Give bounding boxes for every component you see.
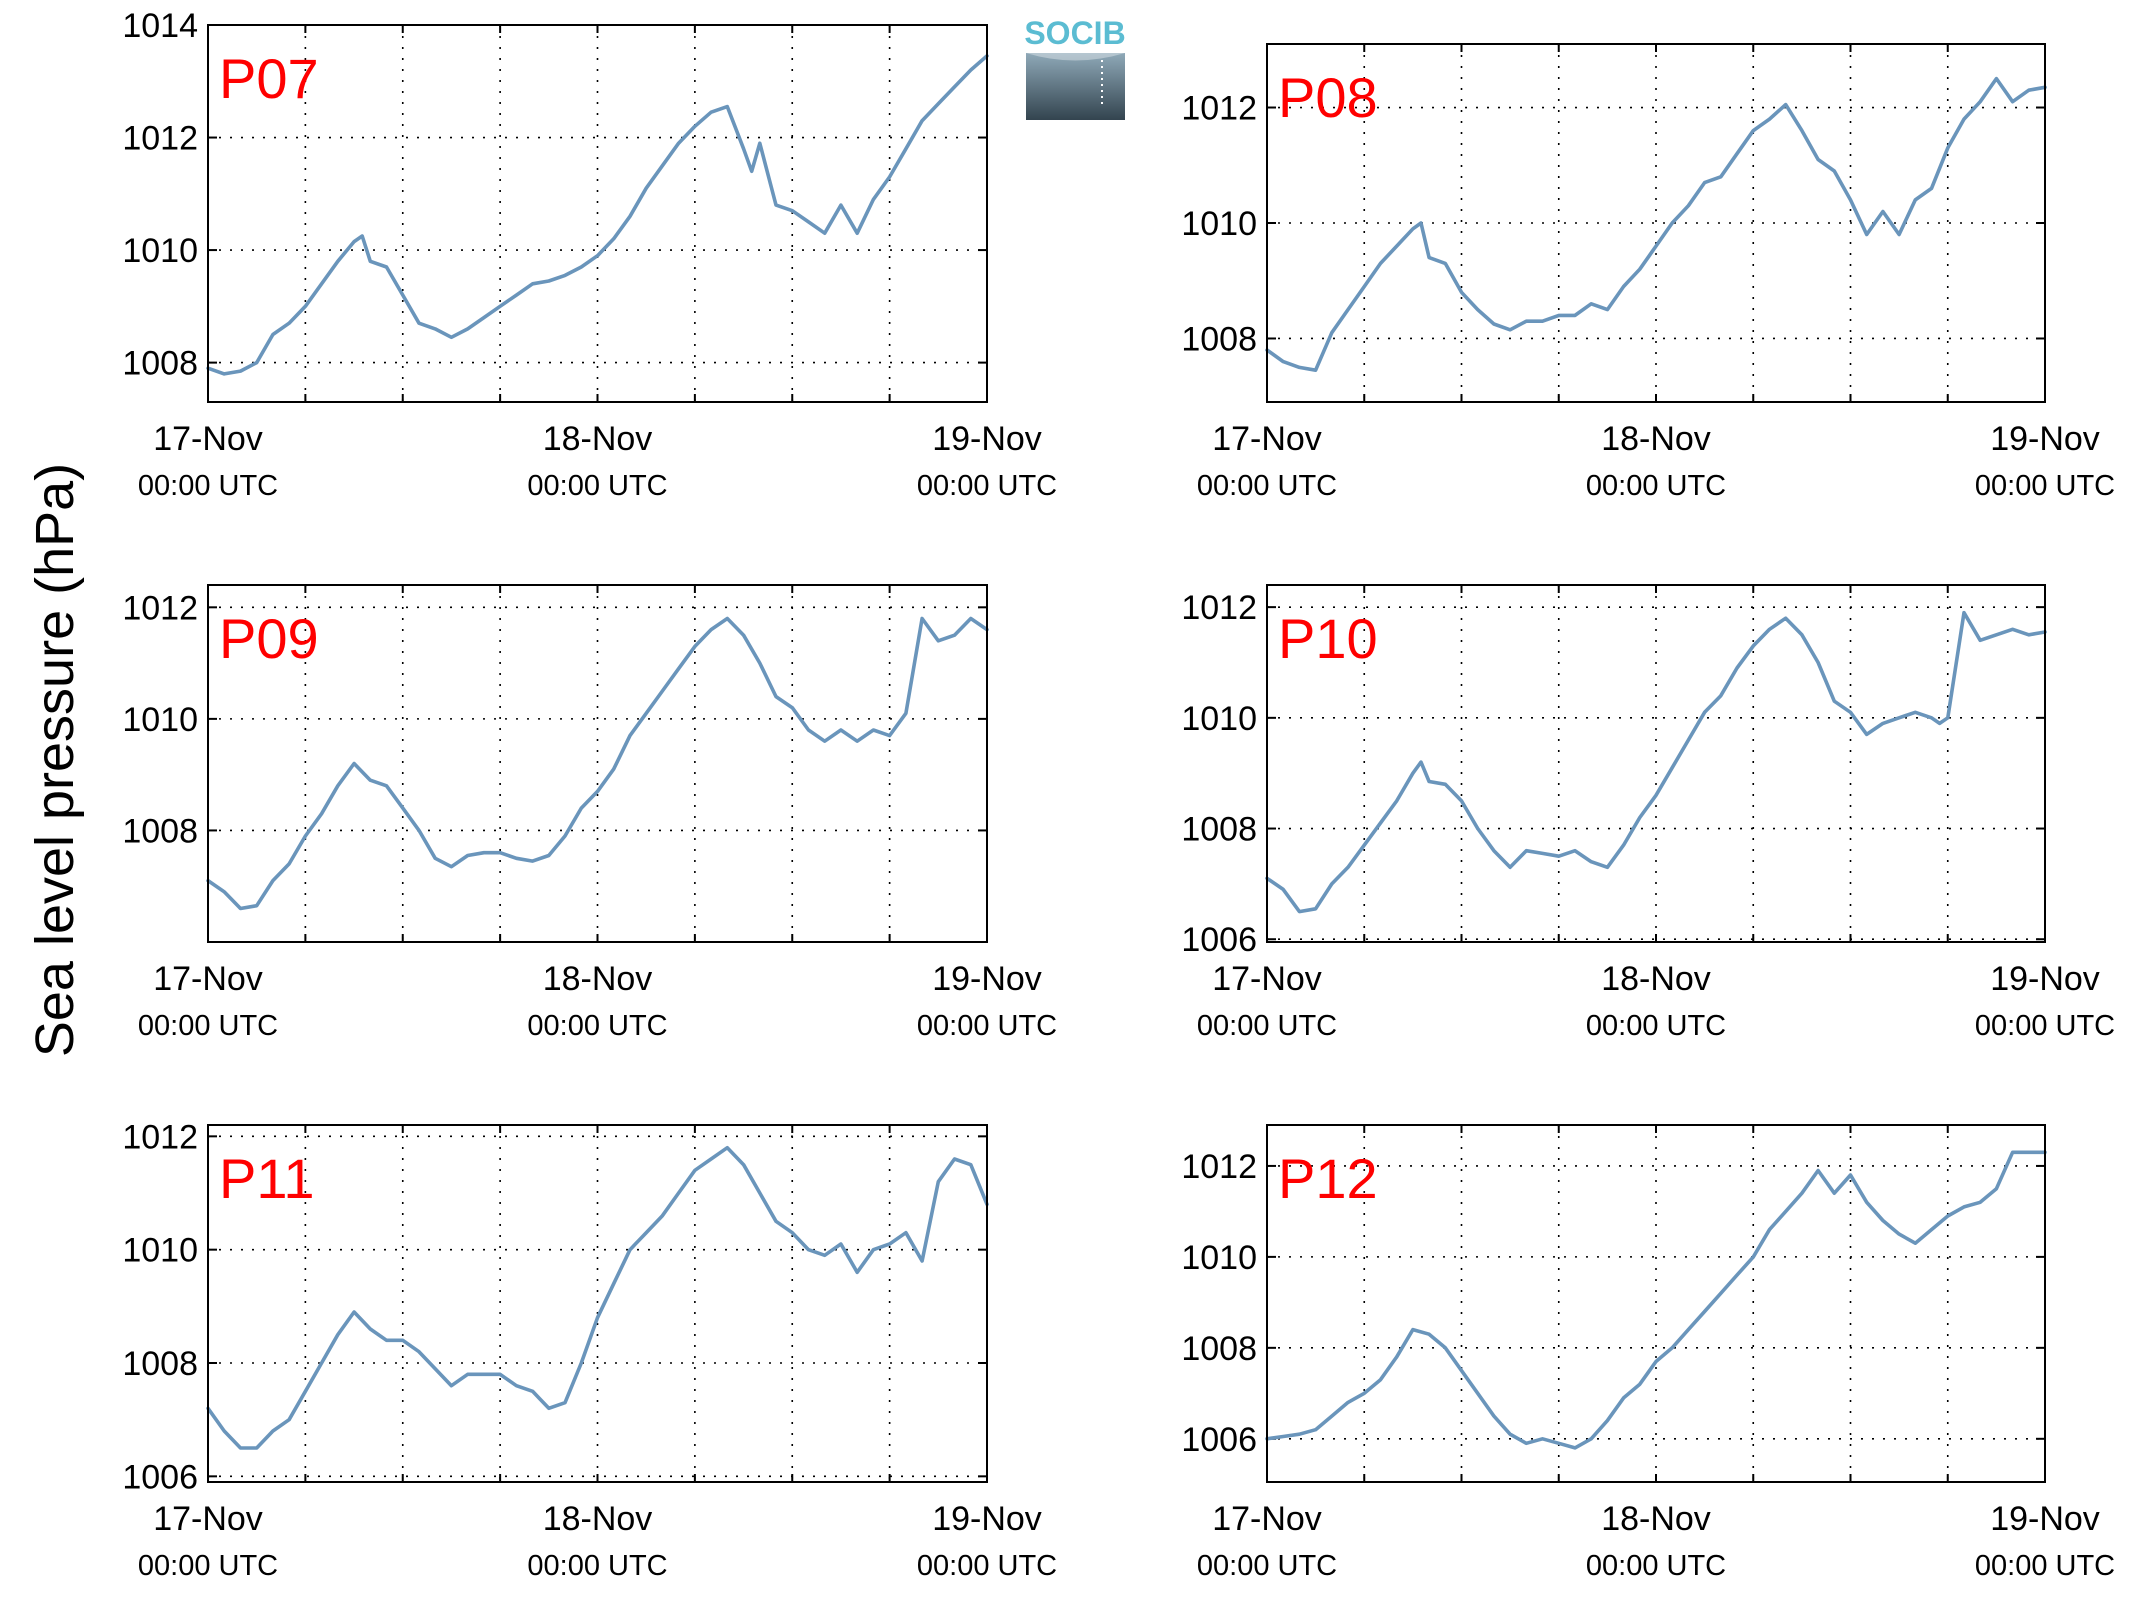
y-tick-label: 1008	[1181, 811, 1257, 849]
x-tick-label-day: 19-Nov	[932, 1500, 1042, 1538]
y-tick-label: 1010	[122, 1232, 198, 1270]
pressure-series-line	[1265, 1150, 2047, 1450]
panel-title: P08	[1278, 66, 1378, 129]
plot-frame	[1266, 43, 2046, 403]
pressure-series-line	[206, 1145, 989, 1450]
x-tick-label-day: 18-Nov	[1601, 420, 1711, 458]
pressure-series-line	[206, 54, 989, 376]
panel-title: P12	[1278, 1147, 1378, 1210]
chart-panel: 1008 1010 1012 17-Nov 00:00 UTC 18-Nov 00:00 U…	[122, 584, 1057, 1042]
plot-frame	[1266, 584, 2046, 943]
y-tick-label: 1012	[122, 1118, 198, 1156]
x-tick-label-day: 18-Nov	[1601, 1500, 1711, 1538]
socib-logo: SOCIB	[1024, 15, 1126, 120]
y-tick-label: 1008	[1181, 320, 1257, 358]
x-tick-label-time: 00:00 UTC	[1197, 1010, 1337, 1042]
x-tick-label-time: 00:00 UTC	[138, 1550, 278, 1582]
x-tick-label-day: 18-Nov	[543, 960, 653, 998]
x-tick-label-time: 00:00 UTC	[1586, 1010, 1726, 1042]
y-tick-label: 1012	[1181, 90, 1257, 128]
pressure-series-line	[206, 616, 989, 911]
y-tick-label: 1006	[1181, 921, 1257, 959]
panel-title: P07	[219, 47, 319, 110]
panel-title: P10	[1278, 607, 1378, 670]
chart-panel: 1006 1008 1010 1012 17-Nov 00:00 UTC 18-Nov 00:…	[1181, 584, 2115, 1042]
chart-panel: 1008 1010 1012 17-Nov 00:00 UTC 18-Nov 00:00 U…	[1181, 43, 2115, 502]
y-tick-label: 1006	[1181, 1421, 1257, 1459]
x-tick-label-time: 00:00 UTC	[917, 1010, 1057, 1042]
x-tick-label-time: 00:00 UTC	[527, 470, 667, 502]
x-tick-label-day: 19-Nov	[1990, 960, 2100, 998]
y-tick-label: 1010	[1181, 205, 1257, 243]
x-tick-label-time: 00:00 UTC	[1975, 1010, 2115, 1042]
plot-frame	[207, 584, 988, 943]
x-tick-label-day: 17-Nov	[153, 1500, 263, 1538]
y-axis-label: Sea level pressure (hPa)	[25, 463, 85, 1057]
x-tick-label-day: 19-Nov	[1990, 420, 2100, 458]
y-tick-label: 1010	[122, 232, 198, 270]
x-tick-label-day: 17-Nov	[153, 420, 263, 458]
chart-panel: 1006 1008 1010 1012 17-Nov 00:00 UTC 18-Nov 00:…	[1181, 1124, 2115, 1582]
x-tick-label-time: 00:00 UTC	[1586, 470, 1726, 502]
x-tick-label-day: 17-Nov	[153, 960, 263, 998]
x-tick-label-time: 00:00 UTC	[527, 1010, 667, 1042]
plot-frame	[1266, 1124, 2046, 1483]
x-tick-label-time: 00:00 UTC	[1975, 470, 2115, 502]
y-tick-label: 1010	[1181, 700, 1257, 738]
x-tick-label-time: 00:00 UTC	[1975, 1550, 2115, 1582]
x-tick-label-time: 00:00 UTC	[138, 1010, 278, 1042]
pressure-series-line	[1265, 76, 2047, 372]
x-tick-label-day: 19-Nov	[932, 420, 1042, 458]
y-tick-label: 1014	[122, 7, 198, 45]
plot-frame	[207, 24, 988, 403]
pressure-series-line	[1265, 610, 2047, 914]
x-tick-label-time: 00:00 UTC	[1586, 1550, 1726, 1582]
y-tick-label: 1008	[122, 345, 198, 383]
x-tick-label-day: 17-Nov	[1212, 1500, 1322, 1538]
socib-logo-text: SOCIB	[1024, 15, 1125, 51]
y-tick-label: 1010	[1181, 1239, 1257, 1277]
plot-frame	[207, 1124, 988, 1483]
panel-title: P11	[219, 1147, 314, 1210]
x-tick-label-time: 00:00 UTC	[1197, 470, 1337, 502]
chart-panel: 1006 1008 1010 1012 17-Nov 00:00 UTC 18-Nov 00:…	[122, 1118, 1057, 1582]
x-tick-label-day: 19-Nov	[1990, 1500, 2100, 1538]
x-tick-label-day: 18-Nov	[1601, 960, 1711, 998]
x-tick-label-day: 17-Nov	[1212, 420, 1322, 458]
y-tick-label: 1008	[122, 1345, 198, 1383]
y-tick-label: 1008	[122, 812, 198, 850]
y-tick-label: 1012	[1181, 589, 1257, 627]
y-tick-label: 1010	[122, 701, 198, 739]
x-tick-label-day: 17-Nov	[1212, 960, 1322, 998]
panel-title: P09	[219, 607, 319, 670]
x-tick-label-day: 18-Nov	[543, 1500, 653, 1538]
x-tick-label-time: 00:00 UTC	[917, 470, 1057, 502]
y-tick-label: 1012	[122, 589, 198, 627]
x-tick-label-time: 00:00 UTC	[917, 1550, 1057, 1582]
x-tick-label-day: 18-Nov	[543, 420, 653, 458]
chart-panel: 1008 1010 1012 1014 17-Nov 00:00 UTC 18-Nov 00:…	[122, 7, 1057, 502]
x-tick-label-time: 00:00 UTC	[1197, 1550, 1337, 1582]
x-tick-label-time: 00:00 UTC	[138, 470, 278, 502]
x-tick-label-day: 19-Nov	[932, 960, 1042, 998]
y-tick-label: 1006	[122, 1458, 198, 1496]
y-tick-label: 1012	[1181, 1148, 1257, 1186]
x-tick-label-time: 00:00 UTC	[527, 1550, 667, 1582]
y-tick-label: 1012	[122, 120, 198, 158]
y-tick-label: 1008	[1181, 1330, 1257, 1368]
